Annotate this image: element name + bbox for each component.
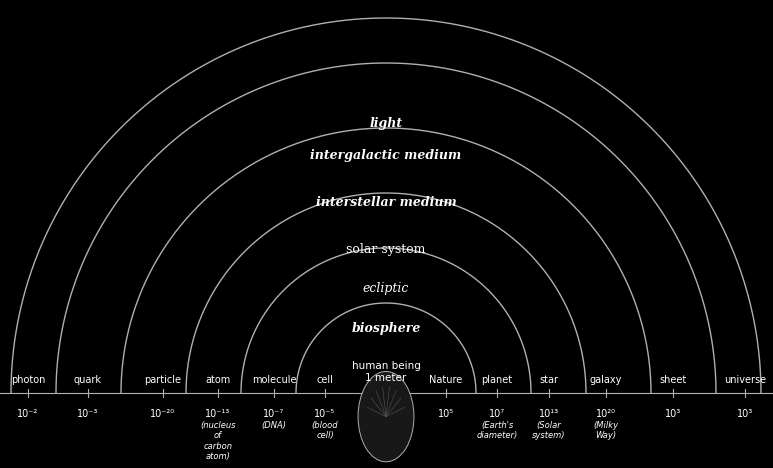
Text: Nature: Nature: [429, 375, 462, 385]
Text: (Solar
system): (Solar system): [533, 421, 566, 440]
Text: 10⁻³: 10⁻³: [77, 409, 99, 419]
Text: solar system: solar system: [346, 242, 426, 256]
Text: (Milky
Way): (Milky Way): [594, 421, 618, 440]
Text: molecule: molecule: [252, 375, 296, 385]
Text: photon: photon: [11, 375, 45, 385]
Text: atom: atom: [206, 375, 230, 385]
Text: star: star: [540, 375, 559, 385]
Text: 10⁷: 10⁷: [489, 409, 505, 419]
Text: biosphere: biosphere: [351, 322, 421, 335]
Text: ecliptic: ecliptic: [363, 282, 409, 295]
Text: interstellar medium: interstellar medium: [315, 196, 456, 209]
Text: 10²⁰: 10²⁰: [596, 409, 616, 419]
Text: particle: particle: [145, 375, 182, 385]
Text: universe: universe: [724, 375, 766, 385]
Text: (Earth's
diameter): (Earth's diameter): [476, 421, 518, 440]
Text: cell: cell: [317, 375, 333, 385]
Text: 10⁻²: 10⁻²: [17, 409, 39, 419]
Text: 10¹³: 10¹³: [539, 409, 559, 419]
Text: 10³: 10³: [737, 409, 753, 419]
Text: (blood
cell): (blood cell): [312, 421, 339, 440]
Text: (DNA): (DNA): [261, 421, 287, 430]
Text: quark: quark: [74, 375, 102, 385]
Text: 10⁻⁷: 10⁻⁷: [264, 409, 284, 419]
Text: intergalactic medium: intergalactic medium: [311, 149, 461, 162]
Text: (nucleus
of
carbon
atom): (nucleus of carbon atom): [200, 421, 236, 461]
Text: 10⁵: 10⁵: [438, 409, 454, 419]
Text: 10³: 10³: [665, 409, 681, 419]
Text: 10⁻²⁰: 10⁻²⁰: [151, 409, 175, 419]
Text: sheet: sheet: [659, 375, 686, 385]
Text: galaxy: galaxy: [590, 375, 622, 385]
Text: 10⁻¹³: 10⁻¹³: [206, 409, 230, 419]
Text: human being
1 meter: human being 1 meter: [352, 361, 421, 383]
Text: light: light: [369, 117, 403, 130]
Ellipse shape: [358, 372, 414, 462]
Text: planet: planet: [482, 375, 512, 385]
Text: 10⁻⁵: 10⁻⁵: [315, 409, 335, 419]
